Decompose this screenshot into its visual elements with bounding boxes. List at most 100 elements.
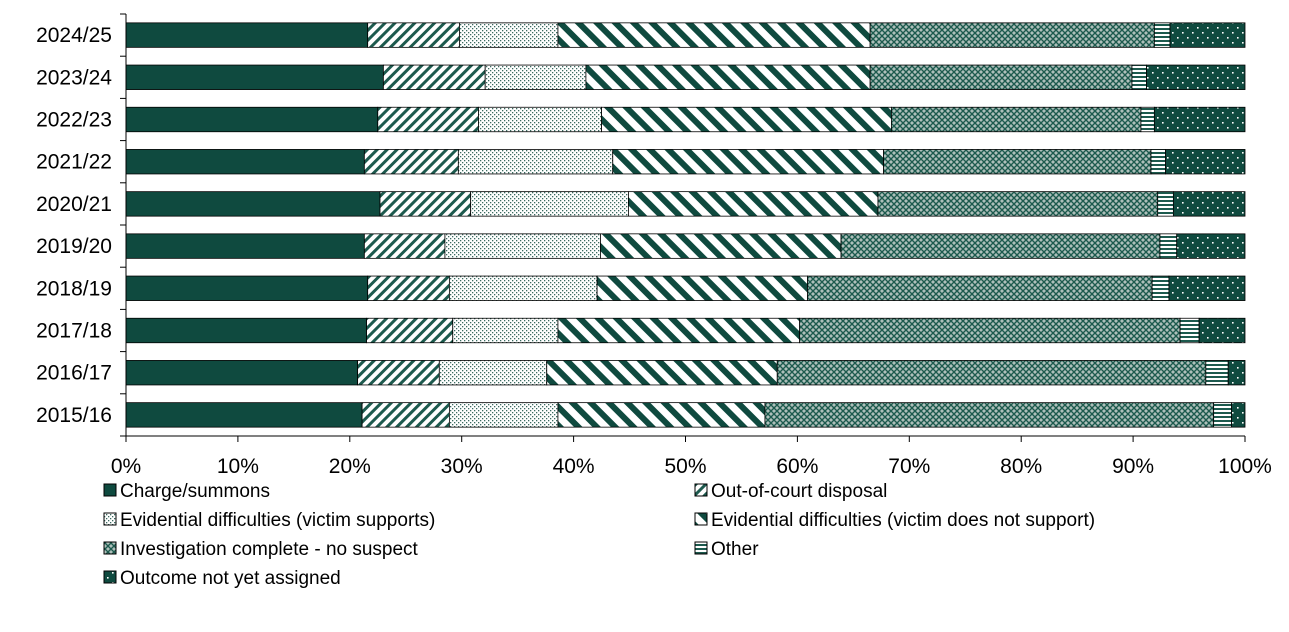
legend-label: Evidential difficulties (victim does not…	[711, 510, 1095, 531]
bar-segment	[1157, 191, 1174, 217]
bar-segment	[869, 64, 1133, 90]
bar-segment	[612, 149, 884, 175]
x-tick-label: 100%	[1218, 455, 1272, 478]
y-tick-label: 2015/16	[36, 404, 112, 427]
bars-layer	[125, 22, 1246, 428]
x-tick-label: 30%	[441, 455, 483, 478]
bar-segment	[799, 317, 1181, 344]
bar-segment	[1159, 233, 1178, 259]
bar-segment	[600, 233, 842, 259]
legend-swatch	[694, 483, 708, 497]
bar-segment	[1172, 191, 1246, 217]
y-tick-label: 2024/25	[36, 24, 112, 47]
y-tick-label: 2016/17	[36, 362, 112, 385]
x-tick-label: 20%	[329, 455, 371, 478]
x-tick-label: 10%	[217, 455, 259, 478]
bar-segment	[1176, 233, 1246, 259]
bar-segment	[1231, 402, 1246, 428]
legend-swatch	[694, 512, 708, 526]
bar-segment	[367, 22, 460, 48]
bar-segment	[125, 233, 365, 259]
x-tick-label: 70%	[888, 455, 930, 478]
bar-segment	[125, 191, 381, 217]
bar-segment	[1153, 106, 1246, 133]
x-tick-label: 80%	[1000, 455, 1042, 478]
legend-label: Outcome not yet assigned	[120, 568, 341, 589]
legend-label: Evidential difficulties (victim supports…	[120, 510, 435, 531]
y-tick-label: 2023/24	[36, 66, 112, 89]
bar-segment	[776, 360, 1207, 386]
x-tick-label: 60%	[776, 455, 818, 478]
bar-segment	[478, 106, 602, 133]
bar-segment	[125, 149, 365, 175]
legend-label: Out-of-court disposal	[711, 481, 887, 502]
bar-segment	[557, 402, 766, 428]
bar-segment	[1146, 64, 1246, 90]
legend-label: Investigation complete - no suspect	[120, 539, 419, 560]
bar-segment	[1179, 317, 1200, 344]
x-tick-label: 90%	[1112, 455, 1154, 478]
bar-segment	[363, 233, 446, 259]
bar-segment	[601, 106, 892, 133]
bar-segment	[357, 360, 440, 386]
bar-segment	[1140, 106, 1155, 133]
bar-segment	[546, 360, 778, 386]
bar-segment	[1150, 149, 1166, 175]
bar-segment	[807, 275, 1153, 301]
bar-segment	[869, 22, 1155, 48]
legend-swatch	[103, 512, 117, 526]
bar-segment	[459, 22, 559, 48]
x-tick-label: 0%	[111, 455, 141, 478]
bar-segment	[444, 233, 601, 259]
bar-segment	[1205, 360, 1229, 386]
legend-swatch	[103, 483, 117, 497]
bar-segment	[840, 233, 1161, 259]
bar-segment	[1131, 64, 1147, 90]
bar-segment	[1227, 360, 1246, 386]
bar-segment	[1151, 275, 1170, 301]
bar-segment	[883, 149, 1152, 175]
bar-segment	[366, 317, 454, 344]
bar-segment	[585, 64, 871, 90]
legend-label: Other	[711, 539, 759, 560]
bar-segment	[457, 149, 614, 175]
bar-segment	[877, 191, 1159, 217]
x-tick-label: 40%	[553, 455, 595, 478]
bar-segment	[382, 64, 486, 90]
bar-segment	[448, 402, 559, 428]
bar-segment	[596, 275, 808, 301]
y-tick-label: 2020/21	[36, 193, 112, 216]
bar-segment	[452, 317, 559, 344]
bar-segment	[125, 317, 367, 344]
bar-segment	[377, 106, 479, 133]
bar-segment	[448, 275, 598, 301]
bar-segment	[361, 402, 450, 428]
legend-swatch	[103, 570, 117, 584]
bar-segment	[1165, 149, 1246, 175]
bar-segment	[1168, 275, 1246, 301]
bar-segment	[379, 191, 472, 217]
legend: Charge/summons Out-of-court disposal Evide…	[103, 481, 1095, 589]
bar-segment	[557, 317, 801, 344]
x-tick-label: 50%	[664, 455, 706, 478]
bar-segment	[363, 149, 459, 175]
bar-segment	[1198, 317, 1246, 344]
y-tick-label: 2018/19	[36, 277, 112, 300]
axes-layer: 2024/25 2023/24 2022/23 2021/22 2020/21 2019/…	[36, 13, 1272, 478]
bar-segment	[764, 402, 1215, 428]
y-tick-label: 2022/23	[36, 109, 112, 132]
y-tick-label: 2021/22	[36, 151, 112, 174]
bar-segment	[125, 275, 369, 301]
bar-segment	[1153, 22, 1171, 48]
bar-segment	[1213, 402, 1232, 428]
bar-segment	[557, 22, 871, 48]
bar-segment	[470, 191, 629, 217]
legend-swatch	[103, 541, 117, 555]
bar-segment	[125, 360, 359, 386]
bar-segment	[125, 22, 369, 48]
bar-segment	[125, 64, 384, 90]
y-tick-label: 2017/18	[36, 320, 112, 343]
legend-label: Charge/summons	[120, 481, 270, 502]
bar-segment	[890, 106, 1142, 133]
